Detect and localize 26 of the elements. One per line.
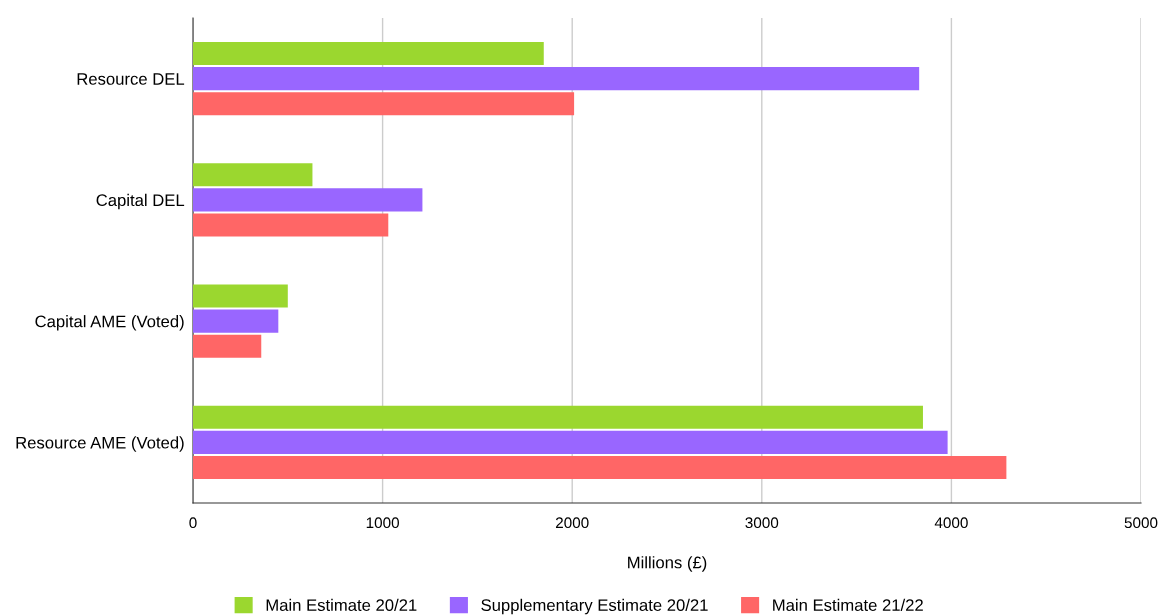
legend-label: Supplementary Estimate 20/21 — [481, 598, 708, 615]
y-tick-label: Resource DEL — [77, 73, 185, 85]
legend-label: Main Estimate 20/21 — [266, 598, 417, 612]
x-tick-label: 4000 — [934, 517, 968, 529]
x-tick-label: 2000 — [555, 517, 589, 529]
x-axis-title: Millions (£) — [628, 556, 707, 572]
bar — [193, 67, 920, 91]
y-tick-label: Capital AME (Voted) — [35, 315, 184, 331]
y-tick-label: Capital DEL — [96, 193, 185, 210]
bar — [193, 92, 575, 116]
bar — [193, 213, 389, 237]
bar — [193, 188, 423, 212]
bar — [193, 163, 313, 187]
bar — [193, 42, 544, 66]
legend-label: Main Estimate 21/22 — [773, 598, 923, 612]
x-tick-label: 3000 — [745, 517, 779, 529]
bar — [193, 309, 279, 333]
bar — [193, 334, 262, 358]
bar — [193, 430, 948, 454]
bar — [193, 455, 1007, 479]
x-tick-label: 5000 — [1124, 517, 1158, 529]
y-tick-label: Resource AME (Voted) — [16, 436, 184, 452]
bar — [193, 284, 288, 308]
x-tick-label: 0 — [189, 517, 197, 529]
bar — [193, 405, 923, 429]
x-tick-label: 1000 — [366, 517, 399, 529]
